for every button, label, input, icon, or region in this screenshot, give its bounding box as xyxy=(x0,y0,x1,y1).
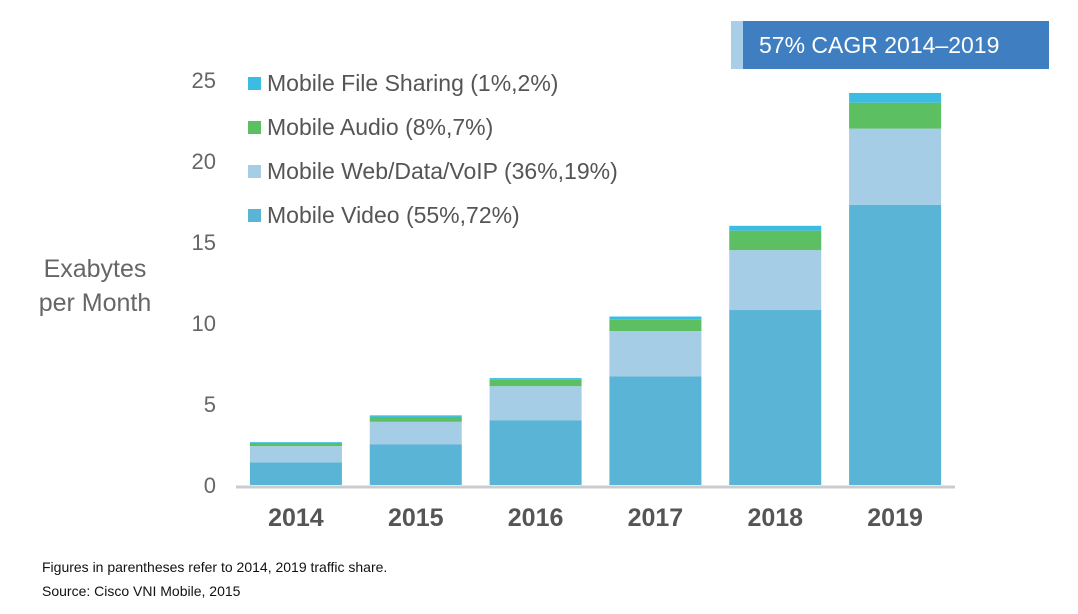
cagr-callout: 57% CAGR 2014–2019 xyxy=(731,21,1049,69)
bar-segment xyxy=(369,416,462,422)
x-tick-label: 2017 xyxy=(628,504,684,532)
bar-segment xyxy=(489,420,582,485)
legend-label: Mobile File Sharing (1%,2%) xyxy=(267,70,559,97)
bar-segment xyxy=(609,316,702,320)
y-tick-label: 10 xyxy=(192,311,216,336)
bar-segment xyxy=(729,250,822,311)
legend-swatch xyxy=(248,121,261,135)
footnotes: Figures in parentheses refer to 2014, 20… xyxy=(42,555,387,603)
bar-segment xyxy=(249,442,342,443)
x-tick-label: 2016 xyxy=(508,504,564,532)
bar-segment xyxy=(609,376,702,485)
bar-segment xyxy=(609,319,702,332)
bar-segment xyxy=(489,379,582,387)
bar-segment xyxy=(489,386,582,421)
bar-segment xyxy=(849,102,942,129)
x-tick-label: 2015 xyxy=(388,504,444,532)
footnote-traffic-share: Figures in parentheses refer to 2014, 20… xyxy=(42,559,388,575)
y-axis-label-line2: per Month xyxy=(38,289,152,317)
bar-segment xyxy=(729,225,822,231)
legend-item-web-data-voip: Mobile Web/Data/VoIP (36%,19%) xyxy=(248,150,618,194)
footnote-source: Source: Cisco VNI Mobile, 2015 xyxy=(42,583,241,599)
legend-label: Mobile Audio (8%,7%) xyxy=(267,114,494,141)
legend-item-audio: Mobile Audio (8%,7%) xyxy=(248,106,618,150)
bar-segment xyxy=(369,421,462,445)
legend: Mobile File Sharing (1%,2%) Mobile Audio… xyxy=(248,62,618,237)
legend-swatch xyxy=(248,164,261,178)
bar-segment xyxy=(249,442,342,447)
bar-segment xyxy=(249,446,342,463)
bar-segment xyxy=(729,230,822,251)
legend-swatch xyxy=(248,208,261,222)
y-axis-label-line1: Exabytes xyxy=(43,255,147,283)
x-tick-label: 2018 xyxy=(747,504,803,532)
y-axis-label: Exabytes per Month xyxy=(20,252,170,320)
legend-item-file-sharing: Mobile File Sharing (1%,2%) xyxy=(248,62,618,106)
y-tick-label: 15 xyxy=(192,230,216,255)
legend-item-video: Mobile Video (55%,72%) xyxy=(248,193,618,237)
legend-label: Mobile Web/Data/VoIP (36%,19%) xyxy=(267,157,618,184)
bar-segment xyxy=(849,92,942,103)
legend-swatch xyxy=(248,77,261,91)
cagr-text: 57% CAGR 2014–2019 xyxy=(759,31,1000,58)
bar-segment xyxy=(369,444,462,485)
y-tick-label: 5 xyxy=(204,392,216,417)
bar-segment xyxy=(609,331,702,377)
bar-segment xyxy=(729,310,822,485)
bar-segment xyxy=(249,462,342,485)
bar-segment xyxy=(849,204,942,486)
bar-segment xyxy=(849,128,942,205)
y-tick-label: 20 xyxy=(192,149,216,174)
x-tick-label: 2014 xyxy=(268,504,324,532)
legend-label: Mobile Video (55%,72%) xyxy=(267,201,520,228)
x-tick-label: 2019 xyxy=(867,504,923,532)
bar-segment xyxy=(489,378,582,380)
y-tick-label: 0 xyxy=(204,473,216,498)
cagr-stripe xyxy=(731,21,743,69)
y-tick-label: 25 xyxy=(192,68,216,93)
bar-segment xyxy=(369,415,462,417)
